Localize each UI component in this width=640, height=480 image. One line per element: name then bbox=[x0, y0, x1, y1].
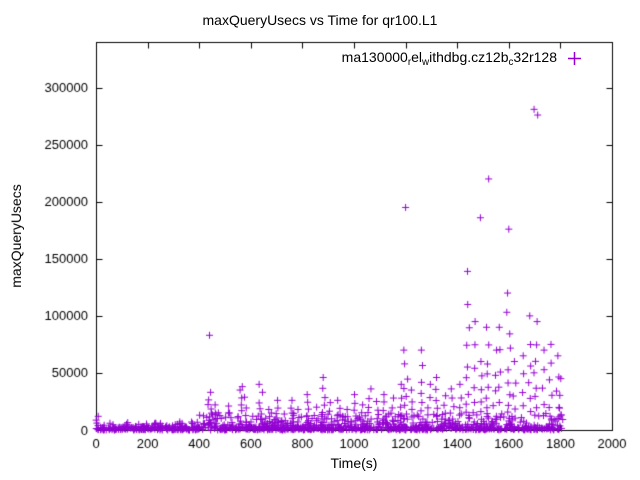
chart-title: maxQueryUsecs vs Time for qr100.L1 bbox=[202, 12, 438, 28]
legend-subscript: r bbox=[407, 56, 412, 68]
legend-subscript: w bbox=[422, 56, 430, 68]
legend: ma130000relwithdbg.cz12bc32r128 bbox=[342, 49, 582, 68]
legend-label: ma130000relwithdbg.cz12bc32r128 bbox=[342, 49, 557, 68]
legend-subscript: c bbox=[508, 56, 514, 68]
x-axis-label: Time(s) bbox=[330, 455, 378, 471]
legend-text-segment: ma130000 bbox=[341, 49, 408, 65]
y-axis-label: maxQueryUsecs bbox=[8, 184, 24, 288]
legend-text-segment: 32r128 bbox=[513, 49, 557, 65]
legend-text-segment: el bbox=[411, 49, 423, 65]
plus-marker-icon bbox=[568, 51, 581, 65]
legend-text-segment: ithdbg.cz12b bbox=[429, 49, 509, 65]
